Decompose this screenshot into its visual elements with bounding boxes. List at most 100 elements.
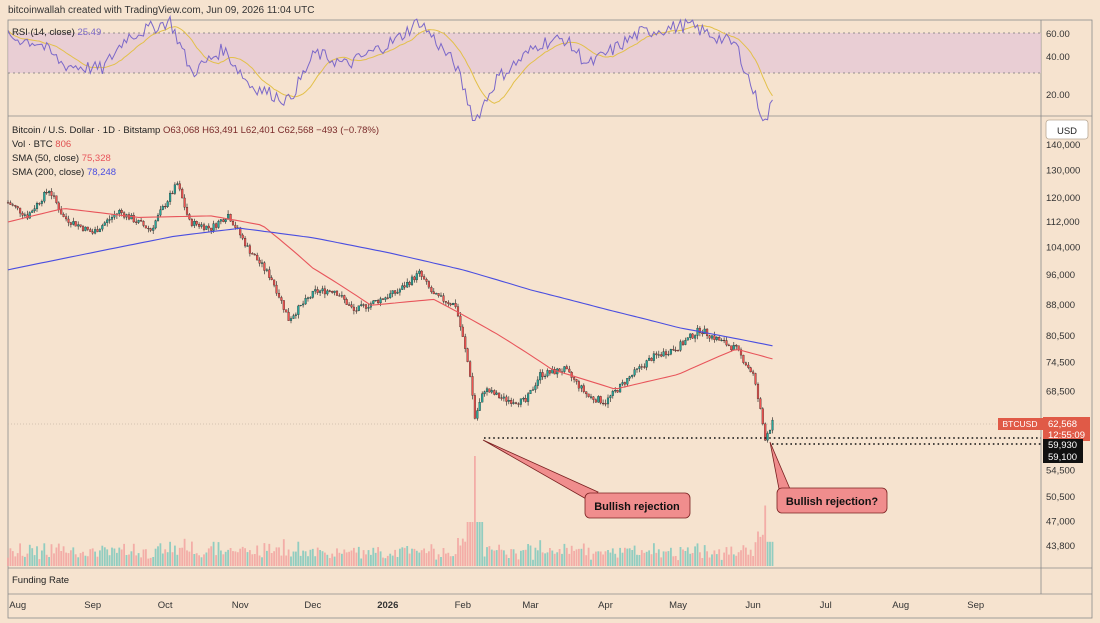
volume-bar (706, 551, 708, 566)
candle-body (33, 208, 36, 212)
rsi-ma-line (7, 25, 773, 104)
candle-body (473, 395, 476, 419)
candle (664, 349, 668, 359)
candle-body (401, 285, 404, 290)
volume-bar (728, 554, 730, 566)
volume-bar (266, 550, 268, 566)
candle (660, 351, 663, 358)
volume-bar (585, 555, 588, 566)
volume-bar (372, 547, 375, 566)
candle-body (215, 223, 218, 228)
volume-bar (626, 548, 629, 566)
time-tick-6: Feb (455, 600, 471, 611)
candle (718, 336, 721, 341)
candle (273, 279, 276, 288)
candle-body (691, 333, 694, 339)
candle-body (258, 259, 261, 264)
volume-bar (614, 553, 617, 566)
volume-bar (386, 555, 389, 566)
candle-body (273, 279, 276, 286)
volume-bar (399, 548, 401, 566)
candle (643, 363, 646, 369)
candle (635, 368, 639, 373)
candle (539, 369, 542, 384)
volume-bar (403, 547, 406, 566)
rsi-lines (7, 14, 773, 122)
candle-body (621, 382, 624, 385)
candle (602, 399, 605, 406)
candle (648, 355, 651, 361)
volume-bar (324, 552, 326, 566)
volume-bar (604, 551, 607, 566)
candle (280, 295, 283, 304)
candle-body (432, 291, 435, 295)
volume-bar (205, 552, 208, 566)
candle (483, 390, 486, 397)
candle-body (418, 270, 421, 274)
volume-bar (628, 548, 631, 566)
candle (335, 290, 339, 296)
volume-bar (510, 549, 513, 566)
candle-body (713, 335, 716, 340)
header-credit: bitcoinwallah created with TradingView.c… (8, 5, 314, 16)
candle (502, 393, 505, 402)
candle-body (11, 204, 14, 206)
volume-bar (7, 557, 9, 566)
candle-body (101, 225, 104, 230)
volume-bar (670, 547, 672, 566)
candle (251, 252, 254, 255)
volume-bar (319, 550, 321, 566)
volume-bar (24, 556, 26, 566)
candle-body (224, 219, 227, 222)
volume-bar (725, 547, 728, 566)
candle-body (19, 207, 22, 214)
candle (439, 292, 443, 297)
volume-bar (178, 547, 181, 566)
candle-body (62, 214, 65, 217)
candle-body (77, 224, 80, 227)
candle (447, 300, 450, 307)
sma200-line (7, 227, 773, 347)
price-tick-3: 112,000 (1046, 217, 1080, 228)
candle-body (573, 377, 576, 380)
candle-body (602, 402, 605, 405)
volume-bar (563, 543, 566, 566)
candle-body (565, 366, 568, 370)
volume-bar (602, 554, 604, 566)
candle-body (137, 220, 140, 223)
candle (514, 401, 518, 405)
candle (563, 366, 566, 374)
candle-body (427, 281, 430, 288)
candle (394, 290, 397, 296)
candle-body (9, 202, 12, 205)
legend-volume: Vol · BTC 806 (12, 139, 71, 150)
volume-bar (546, 552, 549, 566)
volume-bar (65, 552, 67, 566)
candle-body (311, 290, 314, 298)
candle-body (633, 369, 636, 376)
volume-bar (222, 554, 225, 566)
volume-bar (336, 548, 338, 566)
candle-body (309, 297, 312, 299)
volume-bar (188, 551, 191, 566)
candle-body (113, 214, 116, 218)
candle (350, 301, 353, 309)
candle (461, 324, 464, 337)
volume-bar (609, 552, 612, 566)
candle (430, 285, 433, 294)
candle (319, 289, 322, 296)
volume-bar (631, 550, 634, 566)
currency-button[interactable] (1045, 119, 1089, 140)
volume-bar (640, 550, 643, 566)
candle-body (568, 368, 571, 373)
candle (592, 396, 595, 404)
candle-body (493, 390, 496, 395)
candle-body (766, 433, 769, 441)
level-tag-2: 59,100 (1048, 452, 1077, 463)
candle (244, 236, 247, 248)
candle-body (183, 197, 186, 208)
candle (631, 374, 634, 379)
candle (476, 407, 479, 421)
candle-body (331, 291, 334, 293)
candle (152, 225, 155, 234)
